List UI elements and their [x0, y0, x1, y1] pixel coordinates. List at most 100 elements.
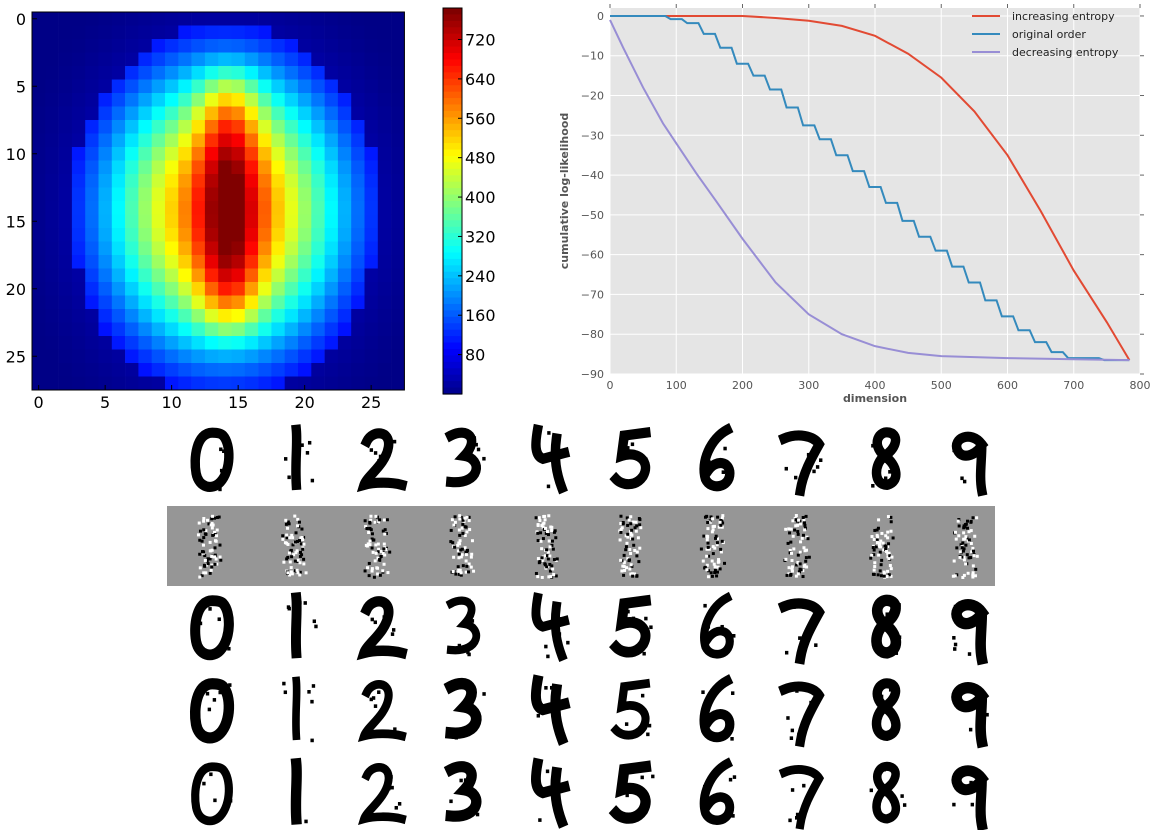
digit-speckle [467, 652, 471, 657]
noise-pixel [962, 558, 966, 562]
heatmap-cell [364, 66, 379, 80]
digit-speckle [809, 700, 813, 705]
noise-pixel [545, 548, 549, 552]
heatmap-cell [337, 66, 352, 80]
noise-pixel [888, 564, 892, 568]
heatmap-cell [85, 349, 99, 364]
heatmap-cell [377, 336, 392, 350]
digit-stroke [872, 761, 901, 824]
digit-speckle [634, 478, 639, 483]
heatmap-cell [85, 187, 99, 202]
heatmap-cell [298, 214, 312, 229]
heatmap-cell [324, 66, 339, 80]
colorbar-segment [443, 246, 462, 254]
noise-sample-0 [196, 514, 223, 579]
heatmap-cell [284, 187, 299, 202]
heatmap-cell [231, 174, 246, 188]
heatmap-cell [231, 336, 246, 350]
heatmap-cell [298, 25, 312, 40]
heatmap-cell [32, 12, 46, 26]
digit-speckle [795, 689, 799, 693]
heatmap-cell [45, 255, 59, 269]
heatmap-cell [58, 228, 73, 242]
noise-pixel [624, 545, 628, 549]
digit-speckle [962, 479, 967, 484]
heatmap-cell [391, 39, 405, 53]
noise-pixel [465, 530, 469, 534]
digit-speckle [387, 786, 391, 791]
heatmap-cell [258, 214, 272, 229]
heatmap-cell [244, 160, 259, 175]
digit-stroke [531, 423, 571, 495]
noise-pixel [292, 553, 296, 557]
noise-sample-7 [783, 514, 811, 579]
colorbar-segment [443, 27, 462, 35]
heatmap-cell [311, 295, 325, 310]
noise-pixel [710, 574, 714, 578]
digit-speckle [618, 815, 623, 819]
digit-sample-6 [699, 674, 735, 743]
noise-pixel [790, 558, 794, 562]
noise-pixel [887, 557, 891, 561]
heatmap-cell [391, 268, 405, 283]
heatmap-cell [45, 120, 59, 134]
noise-pixel [636, 536, 640, 540]
digit-speckle [966, 454, 970, 459]
digit-speckle [875, 612, 880, 616]
heatmap-cell [85, 309, 99, 323]
heatmap-cell [204, 12, 219, 26]
noise-pixel [797, 518, 801, 522]
noise-pixel [871, 572, 875, 576]
digit-speckle [218, 487, 222, 492]
colorbar-segment [443, 143, 462, 151]
digit-sample-1 [286, 591, 318, 659]
heatmap-cell [85, 66, 99, 80]
heatmap-cell [111, 228, 126, 242]
y-tick-label: −80 [581, 328, 604, 341]
noise-pixel [889, 529, 893, 533]
heatmap-cell [178, 120, 192, 134]
digit-speckle [723, 651, 728, 656]
heatmap-cell [165, 349, 179, 364]
noise-pixel [890, 555, 894, 559]
heatmap-cell [391, 309, 405, 323]
digit-sample-3 [443, 761, 482, 822]
heatmap-cell [284, 376, 299, 391]
digit-speckle [797, 732, 801, 737]
noise-pixel [713, 571, 717, 575]
digit-speckle [544, 686, 548, 690]
heatmap-cell [377, 106, 392, 121]
heatmap-cell [151, 295, 166, 310]
noise-pixel [551, 547, 555, 551]
heatmap-cell [351, 174, 365, 188]
digit-speckle [819, 458, 823, 463]
heatmap-cell [178, 93, 192, 107]
noise-pixel [296, 517, 300, 521]
heatmap-cell [45, 282, 59, 296]
heatmap-cell [391, 93, 405, 107]
heatmap-cell [204, 241, 219, 256]
noise-pixel [969, 529, 973, 533]
heatmap-cell [218, 282, 232, 296]
heatmap-cell [45, 228, 59, 242]
noise-pixel [373, 559, 377, 563]
heatmap-cell [311, 52, 325, 67]
heatmap-cell [191, 133, 206, 148]
heatmap-cell [165, 66, 179, 80]
heatmap-cell [191, 309, 206, 323]
noise-pixel [718, 520, 722, 524]
heatmap-cell [231, 228, 246, 242]
noise-pixel [215, 528, 219, 532]
noise-pixel [457, 572, 461, 576]
digit-sample-0 [189, 678, 235, 744]
noise-pixel [449, 540, 453, 544]
noise-pixel [372, 538, 376, 542]
heatmap-cell [111, 39, 126, 53]
heatmap-cell [45, 201, 59, 215]
noise-pixel [196, 533, 200, 537]
digit-stroke [609, 594, 652, 658]
digit-speckle [560, 733, 564, 738]
heatmap-cell [204, 52, 219, 67]
noise-pixel [803, 526, 807, 530]
